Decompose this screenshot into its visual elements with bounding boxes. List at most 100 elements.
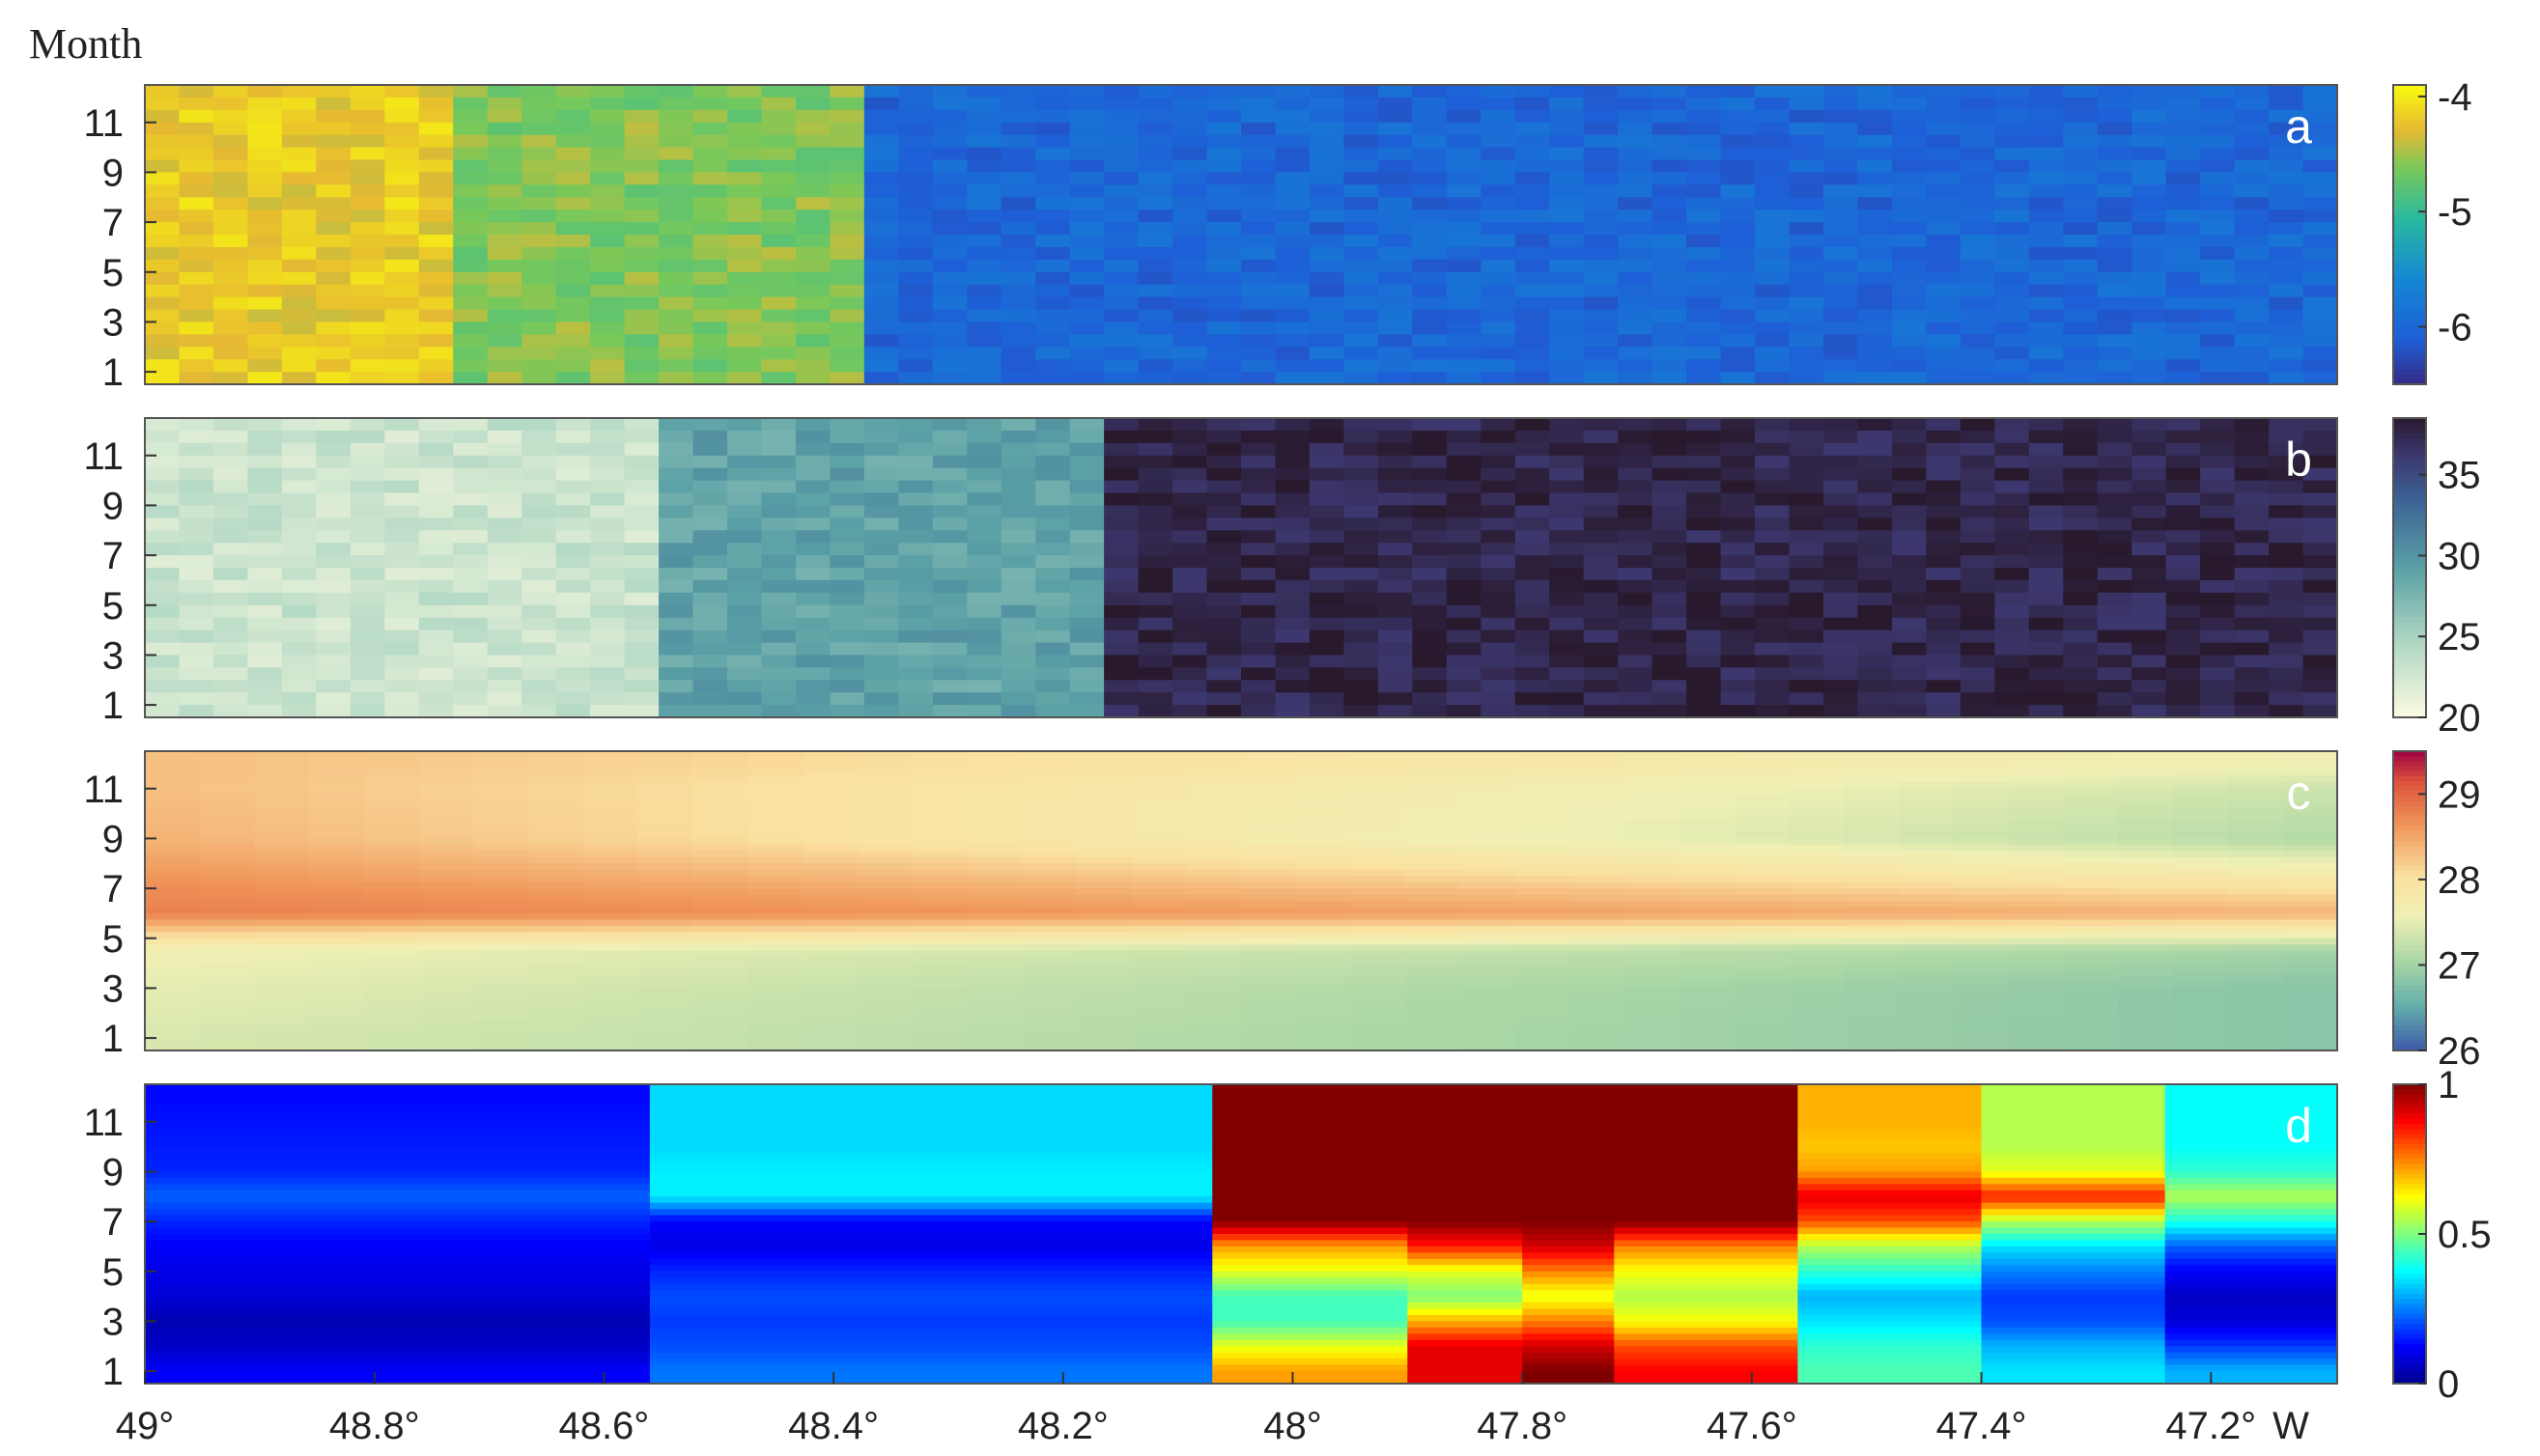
heatmap-cell bbox=[1618, 705, 1653, 718]
heatmap-cell bbox=[2234, 210, 2270, 223]
heatmap-cell bbox=[1891, 372, 1928, 385]
heatmap-cell bbox=[2028, 642, 2065, 657]
heatmap-cell bbox=[145, 172, 181, 186]
heatmap-cell bbox=[364, 957, 420, 965]
heatmap-cell bbox=[863, 334, 900, 348]
heatmap-cell bbox=[1651, 347, 1687, 360]
heatmap-cell bbox=[1994, 505, 2030, 519]
heatmap-cell bbox=[418, 944, 475, 952]
heatmap-cell bbox=[309, 851, 365, 858]
heatmap-cell bbox=[1953, 1000, 2010, 1008]
heatmap-cell bbox=[761, 655, 797, 669]
heatmap-cell bbox=[1104, 372, 1140, 385]
heatmap-cell bbox=[1583, 246, 1619, 261]
heatmap-cell bbox=[281, 430, 318, 444]
heatmap-cell bbox=[145, 210, 181, 223]
heatmap-cell bbox=[1343, 235, 1379, 248]
heatmap-cell bbox=[1789, 592, 1824, 606]
heatmap-cell bbox=[384, 334, 420, 348]
heatmap-cell bbox=[912, 863, 968, 871]
heatmap-cell bbox=[2063, 159, 2099, 174]
heatmap-cell bbox=[1624, 882, 1680, 889]
heatmap-cell bbox=[522, 372, 557, 385]
heatmap-cell bbox=[2269, 309, 2304, 323]
heatmap-cell bbox=[1241, 919, 1297, 927]
heatmap-cell bbox=[1069, 197, 1105, 210]
heatmap-cell bbox=[1651, 467, 1687, 482]
heatmap-cell bbox=[1241, 284, 1277, 298]
heatmap-cell bbox=[2008, 1000, 2064, 1008]
heatmap-cell bbox=[590, 372, 626, 385]
heatmap-cell bbox=[309, 795, 365, 802]
heatmap-cell bbox=[2302, 543, 2338, 556]
heatmap-cell bbox=[2269, 442, 2304, 457]
heatmap-cell bbox=[727, 210, 763, 223]
heatmap-cell bbox=[1138, 467, 1173, 482]
heatmap-cell bbox=[453, 579, 489, 594]
heatmap-cell bbox=[1720, 630, 1756, 644]
heatmap-cell bbox=[1275, 655, 1311, 669]
heatmap-cell bbox=[384, 210, 420, 223]
heatmap-cell bbox=[1789, 770, 1845, 777]
heatmap-cell bbox=[1953, 882, 2010, 889]
heatmap-cell bbox=[145, 832, 201, 840]
heatmap-cell bbox=[932, 334, 969, 348]
heatmap-cell bbox=[350, 85, 386, 98]
heatmap-cell bbox=[1686, 109, 1722, 124]
heatmap-cell bbox=[1755, 505, 1791, 519]
heatmap-cell bbox=[727, 134, 763, 149]
heatmap-cell bbox=[1295, 826, 1352, 833]
heatmap-cell bbox=[967, 322, 1002, 336]
heatmap-cell bbox=[1405, 969, 1461, 977]
heatmap-cell bbox=[2200, 592, 2236, 606]
heatmap-cell bbox=[659, 655, 694, 669]
heatmap-cell bbox=[1960, 604, 1996, 619]
heatmap-cell bbox=[1035, 680, 1071, 693]
heatmap-cell bbox=[1651, 642, 1687, 657]
heatmap-cell bbox=[1549, 271, 1585, 286]
heatmap-cell bbox=[2165, 518, 2201, 531]
heatmap-cell bbox=[145, 518, 181, 531]
heatmap-cell bbox=[2028, 579, 2065, 594]
heatmap-cell bbox=[254, 925, 310, 934]
heatmap-cell bbox=[522, 555, 557, 569]
heatmap-cell bbox=[1686, 334, 1722, 348]
heatmap-cell bbox=[659, 122, 694, 136]
heatmap-cell bbox=[1069, 655, 1105, 669]
heatmap-cell bbox=[2165, 680, 2201, 693]
heatmap-cell bbox=[1514, 667, 1551, 681]
heatmap-cell bbox=[857, 944, 914, 952]
heatmap-cell bbox=[487, 210, 522, 223]
heatmap-cell bbox=[1857, 309, 1893, 323]
heatmap-cell bbox=[898, 271, 934, 286]
heatmap-cell bbox=[2234, 630, 2270, 644]
heatmap-cell bbox=[1412, 334, 1448, 348]
heatmap-cell bbox=[2302, 630, 2338, 644]
heatmap-cell bbox=[2165, 147, 2201, 161]
heatmap-cell bbox=[1926, 655, 1961, 669]
heatmap-cell bbox=[555, 467, 591, 482]
heatmap-cell bbox=[1891, 630, 1928, 644]
heatmap-cell bbox=[1549, 617, 1585, 631]
heatmap-cell bbox=[2063, 994, 2119, 1002]
heatmap-cell bbox=[522, 430, 557, 444]
heatmap-cell bbox=[637, 994, 694, 1002]
heatmap-cell bbox=[247, 555, 283, 569]
heatmap-cell bbox=[528, 863, 584, 871]
heatmap-cell bbox=[364, 813, 420, 821]
heatmap-cell bbox=[453, 467, 489, 482]
colorbar-step bbox=[2393, 677, 2426, 684]
heatmap-cell bbox=[1206, 334, 1242, 348]
heatmap-cell bbox=[1789, 844, 1845, 853]
heatmap-cell bbox=[1651, 480, 1687, 494]
heatmap-cell bbox=[1755, 222, 1791, 236]
heatmap-cell bbox=[1624, 982, 1680, 990]
heatmap-cell bbox=[199, 944, 256, 952]
heatmap-cell bbox=[1481, 568, 1516, 581]
heatmap-cell bbox=[1295, 950, 1352, 958]
heatmap-cell bbox=[637, 925, 694, 934]
heatmap-cell bbox=[898, 617, 934, 631]
heatmap-cell bbox=[281, 492, 318, 507]
heatmap-cell bbox=[727, 617, 763, 631]
heatmap-cell bbox=[2008, 782, 2064, 790]
